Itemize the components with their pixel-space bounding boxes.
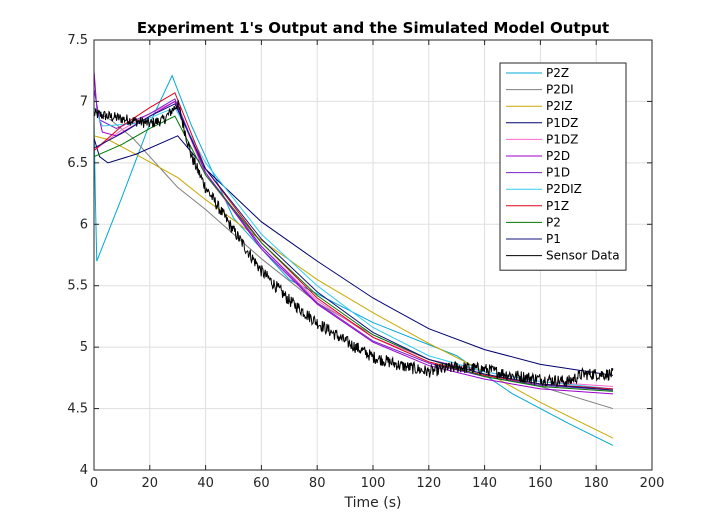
series-line-sensor-data — [94, 99, 614, 388]
x-axis-label: Time (s) — [344, 495, 402, 511]
y-axis-ticks: 4 4.5 5 5.5 6 6.5 7 7.5 — [67, 33, 652, 478]
y-tick-label: 4.5 — [67, 402, 88, 417]
x-axis-ticks: 0 20 40 60 80 100 120 140 160 180 200 — [90, 40, 665, 491]
y-tick-label: 5.5 — [67, 279, 88, 294]
x-tick-label: 140 — [472, 476, 497, 491]
y-tick-label: 4 — [80, 463, 88, 478]
x-tick-label: 20 — [142, 476, 159, 491]
legend: P2Z P2DI P2IZ P1DZ P1DZ P2D P1D P2DIZ P1Z P2 P1 Sen… — [499, 62, 627, 271]
x-tick-label: 120 — [416, 476, 441, 491]
series-line-p2 — [94, 115, 613, 392]
chart-title: Experiment 1's Output and the Simulated … — [137, 19, 609, 37]
y-tick-label: 7.5 — [67, 33, 88, 48]
legend-entry: P1Z — [546, 199, 569, 213]
x-tick-label: 80 — [309, 476, 326, 491]
legend-entry: P2DI — [546, 83, 574, 97]
legend-entry: Sensor Data — [546, 249, 620, 263]
series-line-p1dz — [94, 135, 614, 376]
legend-entry: P1DZ — [546, 132, 578, 146]
legend-entry: P2IZ — [546, 99, 573, 113]
legend-entry: P1D — [546, 166, 570, 180]
y-tick-label: 7 — [80, 94, 88, 109]
y-tick-label: 5 — [80, 340, 88, 355]
legend-entry: P2D — [546, 149, 570, 163]
x-tick-label: 60 — [253, 476, 270, 491]
legend-box — [499, 62, 627, 271]
x-tick-label: 180 — [584, 476, 609, 491]
legend-entry: P1DZ — [546, 116, 578, 130]
legend-entry: P2DIZ — [546, 182, 582, 196]
plot-series-group — [94, 70, 614, 446]
x-tick-label: 200 — [640, 476, 665, 491]
x-tick-label: 40 — [197, 476, 214, 491]
series-line-p1z — [94, 92, 613, 390]
x-tick-label: 0 — [90, 476, 98, 491]
x-tick-label: 100 — [361, 476, 386, 491]
y-tick-label: 6.5 — [67, 156, 88, 171]
series-line-p1 — [94, 103, 613, 391]
legend-entry: P2Z — [546, 66, 569, 80]
legend-entry: P1 — [546, 232, 561, 246]
y-tick-label: 6 — [80, 217, 88, 232]
x-tick-label: 160 — [528, 476, 553, 491]
series-line-p2d — [94, 70, 613, 395]
legend-entry: P2 — [546, 215, 561, 229]
